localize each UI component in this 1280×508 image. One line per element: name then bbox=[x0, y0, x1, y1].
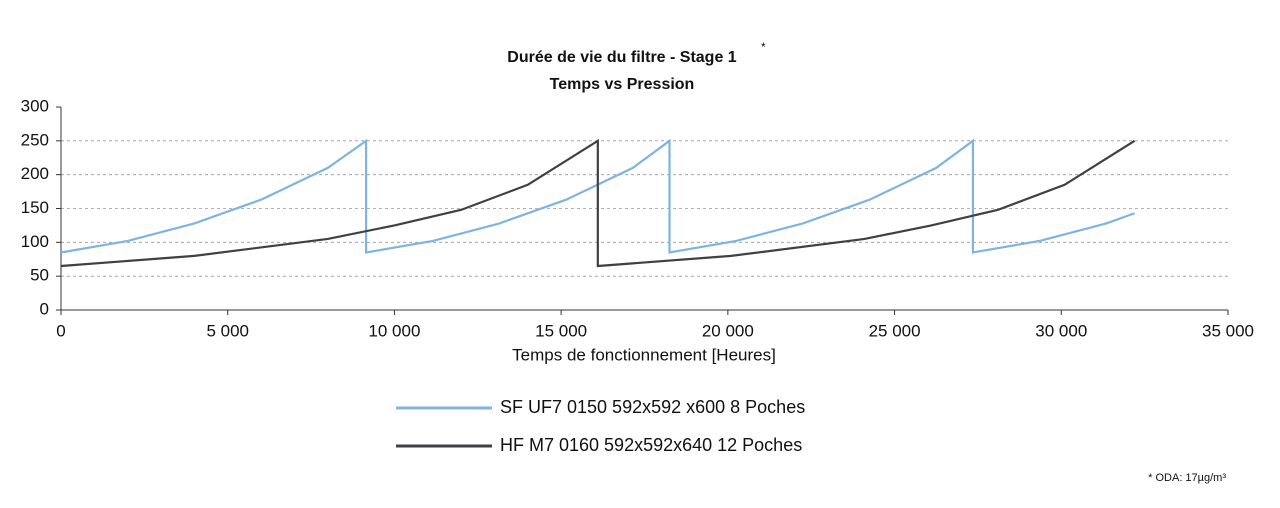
x-tick-label: 15 000 bbox=[535, 321, 587, 340]
chart-title: Durée de vie du filtre - Stage 1 bbox=[507, 49, 737, 66]
y-tick-label: 150 bbox=[21, 198, 49, 217]
x-tick-label: 10 000 bbox=[368, 321, 420, 340]
y-tick-label: 300 bbox=[21, 96, 49, 115]
footnote: * ODA: 17µg/m³ bbox=[1148, 472, 1226, 484]
x-axis-label: Temps de fonctionnement [Heures] bbox=[512, 345, 776, 364]
legend-label: SF UF7 0150 592x592 x600 8 Poches bbox=[500, 397, 805, 417]
legend-label: HF M7 0160 592x592x640 12 Poches bbox=[500, 435, 802, 455]
title-superscript: * bbox=[761, 40, 766, 54]
series-line bbox=[60, 138, 1136, 268]
chart-subtitle: Temps vs Pression bbox=[550, 76, 695, 93]
y-tick-label: 250 bbox=[21, 130, 49, 149]
x-tick-label: 0 bbox=[56, 321, 65, 340]
y-tick-label: 50 bbox=[30, 266, 49, 285]
y-tick-label: 100 bbox=[21, 232, 49, 251]
x-tick-label: 5 000 bbox=[206, 321, 249, 340]
x-tick-label: 20 000 bbox=[702, 321, 754, 340]
x-tick-label: 25 000 bbox=[869, 321, 921, 340]
y-tick-label: 0 bbox=[40, 299, 49, 318]
y-tick-label: 200 bbox=[21, 164, 49, 183]
x-tick-label: 30 000 bbox=[1035, 321, 1087, 340]
x-tick-label: 35 000 bbox=[1202, 321, 1254, 340]
series-line bbox=[60, 138, 1136, 254]
